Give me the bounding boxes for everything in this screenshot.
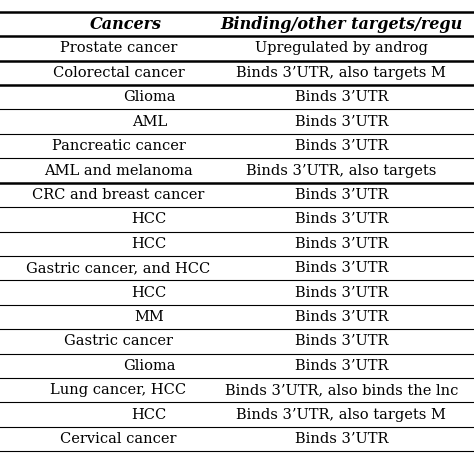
Text: Binds 3’UTR: Binds 3’UTR	[295, 261, 388, 275]
Text: Glioma: Glioma	[123, 90, 175, 104]
Text: Cervical cancer: Cervical cancer	[60, 432, 177, 446]
Text: Binds 3’UTR: Binds 3’UTR	[295, 310, 388, 324]
Text: Prostate cancer: Prostate cancer	[60, 41, 177, 55]
Text: HCC: HCC	[132, 408, 167, 422]
Text: Binds 3’UTR: Binds 3’UTR	[295, 90, 388, 104]
Text: Binds 3’UTR, also targets M: Binds 3’UTR, also targets M	[237, 66, 446, 80]
Text: MM: MM	[135, 310, 164, 324]
Text: Gastric cancer: Gastric cancer	[64, 334, 173, 348]
Text: Binds 3’UTR: Binds 3’UTR	[295, 432, 388, 446]
Text: Gastric cancer, and HCC: Gastric cancer, and HCC	[27, 261, 210, 275]
Text: Glioma: Glioma	[123, 359, 175, 373]
Text: HCC: HCC	[132, 285, 167, 300]
Text: HCC: HCC	[132, 212, 167, 227]
Text: Binding/other targets/regu: Binding/other targets/regu	[220, 16, 463, 33]
Text: Binds 3’UTR, also targets: Binds 3’UTR, also targets	[246, 164, 437, 178]
Text: Binds 3’UTR: Binds 3’UTR	[295, 285, 388, 300]
Text: Binds 3’UTR: Binds 3’UTR	[295, 188, 388, 202]
Text: Binds 3’UTR, also binds the lnc: Binds 3’UTR, also binds the lnc	[225, 383, 458, 397]
Text: Binds 3’UTR: Binds 3’UTR	[295, 139, 388, 153]
Text: Binds 3’UTR, also targets M: Binds 3’UTR, also targets M	[237, 408, 446, 422]
Text: Pancreatic cancer: Pancreatic cancer	[52, 139, 185, 153]
Text: HCC: HCC	[132, 237, 167, 251]
Text: Colorectal cancer: Colorectal cancer	[53, 66, 184, 80]
Text: AML: AML	[132, 115, 167, 129]
Text: CRC and breast cancer: CRC and breast cancer	[32, 188, 205, 202]
Text: Binds 3’UTR: Binds 3’UTR	[295, 115, 388, 129]
Text: Binds 3’UTR: Binds 3’UTR	[295, 359, 388, 373]
Text: Lung cancer, HCC: Lung cancer, HCC	[50, 383, 187, 397]
Text: Cancers: Cancers	[90, 16, 162, 33]
Text: AML and melanoma: AML and melanoma	[44, 164, 193, 178]
Text: Upregulated by androg: Upregulated by androg	[255, 41, 428, 55]
Text: Binds 3’UTR: Binds 3’UTR	[295, 334, 388, 348]
Text: Binds 3’UTR: Binds 3’UTR	[295, 212, 388, 227]
Text: Binds 3’UTR: Binds 3’UTR	[295, 237, 388, 251]
